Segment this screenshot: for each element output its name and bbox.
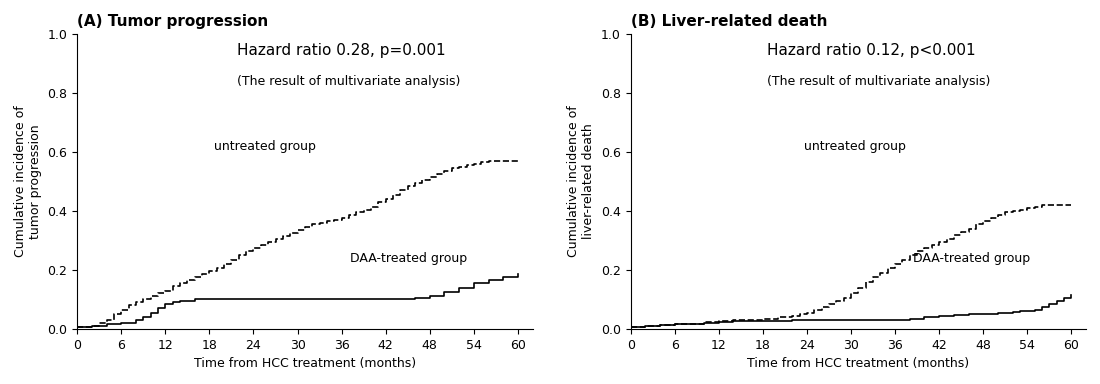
Text: untreated group: untreated group xyxy=(213,140,316,153)
Text: DAA-treated group: DAA-treated group xyxy=(351,252,468,265)
Text: DAA-treated group: DAA-treated group xyxy=(913,252,1031,265)
X-axis label: Time from HCC treatment (months): Time from HCC treatment (months) xyxy=(747,357,969,370)
Y-axis label: Cumulative incidence of
tumor progression: Cumulative incidence of tumor progressio… xyxy=(14,106,42,257)
X-axis label: Time from HCC treatment (months): Time from HCC treatment (months) xyxy=(194,357,416,370)
Text: untreated group: untreated group xyxy=(804,140,905,153)
Text: (A) Tumor progression: (A) Tumor progression xyxy=(77,14,268,29)
Text: Hazard ratio 0.12, p<0.001: Hazard ratio 0.12, p<0.001 xyxy=(768,43,976,58)
Text: (The result of multivariate analysis): (The result of multivariate analysis) xyxy=(236,76,460,88)
Text: (B) Liver-related death: (B) Liver-related death xyxy=(630,14,827,29)
Text: Hazard ratio 0.28, p=0.001: Hazard ratio 0.28, p=0.001 xyxy=(236,43,446,58)
Text: (The result of multivariate analysis): (The result of multivariate analysis) xyxy=(768,76,991,88)
Y-axis label: Cumulative incidence of
liver-related death: Cumulative incidence of liver-related de… xyxy=(568,106,595,257)
